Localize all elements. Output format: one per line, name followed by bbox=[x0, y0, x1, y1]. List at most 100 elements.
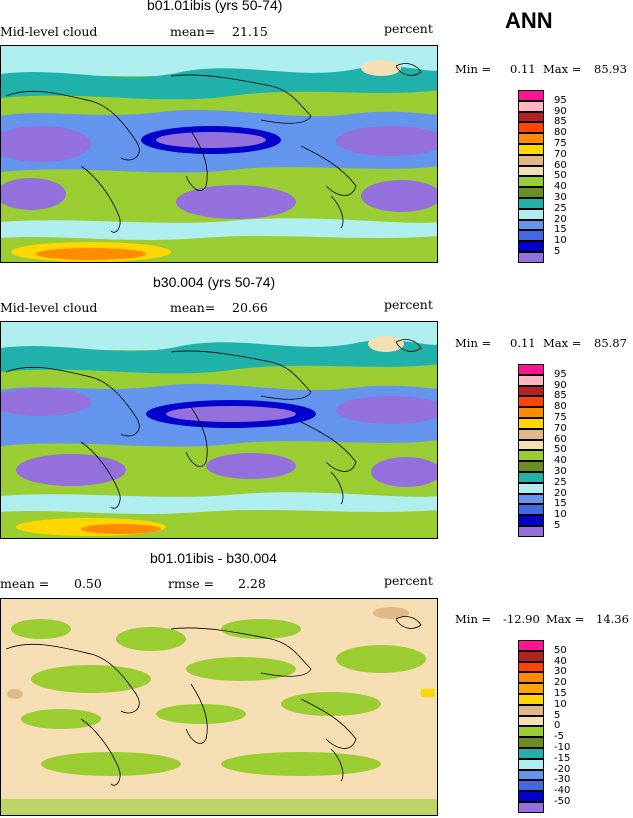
colorbar-swatch bbox=[518, 122, 544, 134]
panel3-neg-patch-9 bbox=[281, 692, 381, 716]
panel3-min-value: -12.90 bbox=[503, 612, 540, 626]
season-label: ANN bbox=[505, 8, 553, 33]
panel2-antarctic-peak bbox=[81, 524, 161, 534]
colorbar-level-label: -50 bbox=[554, 796, 571, 807]
colorbar-level-label: 50 bbox=[554, 644, 567, 656]
colorbar-level-label: 75 bbox=[554, 412, 567, 423]
colorbar-level-label: 20 bbox=[554, 487, 567, 499]
colorbar-swatch bbox=[518, 100, 544, 112]
colorbar-swatch bbox=[518, 385, 544, 397]
colorbar-level-label: 85 bbox=[554, 390, 567, 402]
panel3-neg-patch-6 bbox=[336, 645, 426, 673]
colorbar-swatch bbox=[518, 396, 544, 408]
colorbar-swatch bbox=[518, 704, 544, 716]
colorbar-swatch bbox=[518, 758, 544, 770]
colorbar-swatch bbox=[518, 791, 544, 802]
panel2-greenland-max bbox=[368, 336, 404, 352]
colorbar-swatch bbox=[518, 504, 544, 516]
colorbar-level-label: 95 bbox=[554, 94, 567, 106]
panel2-coastlines bbox=[5, 339, 422, 509]
panel1-min-value: 0.11 bbox=[510, 62, 536, 76]
panel1-subtropic-cell-3 bbox=[156, 132, 266, 148]
colorbar-swatch bbox=[518, 252, 544, 263]
colorbar-level-label: 40 bbox=[554, 455, 567, 467]
panel2-north-band bbox=[1, 340, 437, 374]
panel3-neg-band-south bbox=[1, 799, 437, 815]
colorbar-level-label: 50 bbox=[554, 444, 567, 456]
colorbar-swatch bbox=[518, 650, 544, 662]
colorbar-level-label: 5 bbox=[554, 709, 561, 721]
colorbar-swatch bbox=[518, 515, 544, 526]
panel2-map-svg bbox=[1, 322, 437, 538]
colorbar-swatch bbox=[518, 230, 544, 242]
panel3-mean-value: 0.50 bbox=[74, 576, 102, 591]
colorbar-swatch bbox=[518, 726, 544, 738]
panel1-min-label: Min = bbox=[455, 62, 492, 76]
panel3-pos-patch-3 bbox=[421, 689, 435, 697]
panel2-subtropic-cell-3 bbox=[166, 406, 296, 422]
colorbar-level-label: 20 bbox=[554, 213, 567, 225]
colorbar-level-label: 10 bbox=[554, 235, 567, 247]
panel1-mean-label: mean= bbox=[170, 24, 216, 39]
panel3-neg-patch-5 bbox=[186, 657, 296, 681]
colorbar-level-label: 40 bbox=[554, 655, 567, 667]
panel1-subtropic-cell-5 bbox=[1, 178, 66, 210]
panel3-units: percent bbox=[384, 573, 433, 588]
panel3-pos-patch-2 bbox=[7, 689, 23, 699]
colorbar-level-label: 60 bbox=[554, 159, 567, 171]
colorbar-swatch bbox=[518, 640, 544, 651]
panel3-neg-patch-10 bbox=[41, 752, 181, 776]
panel1-max-label: Max = bbox=[543, 62, 582, 76]
colorbar-level-label: 70 bbox=[554, 422, 567, 434]
colorbar-swatch bbox=[518, 407, 544, 418]
panel3-neg-patch-2 bbox=[116, 627, 186, 651]
colorbar-swatch bbox=[518, 482, 544, 494]
panel2-max-value: 85.87 bbox=[594, 336, 627, 350]
colorbar-swatch bbox=[518, 737, 544, 748]
panel2-title: b30.004 (yrs 50-74) bbox=[153, 274, 276, 290]
panel2-mean-value: 20.66 bbox=[232, 300, 268, 315]
colorbar-level-label: 20 bbox=[554, 677, 567, 689]
colorbar-level-label: 10 bbox=[554, 509, 567, 521]
colorbar-swatch bbox=[518, 672, 544, 684]
colorbar-level-label: 15 bbox=[554, 224, 567, 236]
panel2-subtropic-cell-7 bbox=[371, 457, 437, 487]
panel2-subtropic-cell-1 bbox=[1, 388, 91, 416]
panel2-subtropic-cell-4 bbox=[336, 396, 437, 424]
panel1-title: b01.01ibis (yrs 50-74) bbox=[147, 0, 283, 13]
panel1-southern-band bbox=[1, 218, 437, 240]
colorbar-level-label: 30 bbox=[554, 666, 567, 678]
panel2-min-value: 0.11 bbox=[510, 336, 536, 350]
colorbar-swatch bbox=[518, 694, 544, 705]
panel3-map-svg bbox=[1, 599, 437, 815]
colorbar-level-label: 30 bbox=[554, 192, 567, 203]
panel3-rmse-label: rmse = bbox=[168, 576, 215, 591]
panel3-neg-patch-8 bbox=[156, 704, 246, 724]
colorbar-swatch bbox=[518, 90, 544, 101]
colorbar-level-label: 0 bbox=[554, 720, 561, 732]
colorbar-level-label: 5 bbox=[554, 246, 561, 257]
colorbar-swatch bbox=[518, 439, 544, 451]
panel3-title: b01.01ibis - b30.004 bbox=[150, 550, 277, 566]
panel1-subtropic-cell-6 bbox=[176, 185, 296, 219]
panel2-subtropic-cell-5 bbox=[16, 454, 126, 486]
colorbar-level-label: 90 bbox=[554, 379, 567, 391]
colorbar-swatch bbox=[518, 111, 544, 123]
panel1-subtropic-cell-4 bbox=[336, 126, 437, 156]
colorbar-level-label: -5 bbox=[554, 731, 564, 743]
colorbar-swatch bbox=[518, 133, 544, 144]
panel1-variable-label: Mid-level cloud bbox=[0, 24, 98, 39]
colorbar-swatch bbox=[518, 526, 544, 537]
colorbar-level-label: 15 bbox=[554, 498, 567, 510]
colorbar-level-label: 25 bbox=[554, 476, 567, 488]
panel2-units: percent bbox=[384, 297, 433, 312]
panel1-coastlines bbox=[5, 63, 422, 233]
panel3-neg-patch-7 bbox=[21, 709, 101, 729]
colorbar-level-label: 50 bbox=[554, 170, 567, 182]
colorbar-level-label: 85 bbox=[554, 116, 567, 128]
colorbar-swatch bbox=[518, 472, 544, 483]
panel1-subtropic-cell-1 bbox=[1, 126, 91, 162]
colorbar-level-label: 70 bbox=[554, 148, 567, 160]
panel3-coastlines bbox=[5, 616, 422, 786]
colorbar-level-label: 25 bbox=[554, 202, 567, 214]
